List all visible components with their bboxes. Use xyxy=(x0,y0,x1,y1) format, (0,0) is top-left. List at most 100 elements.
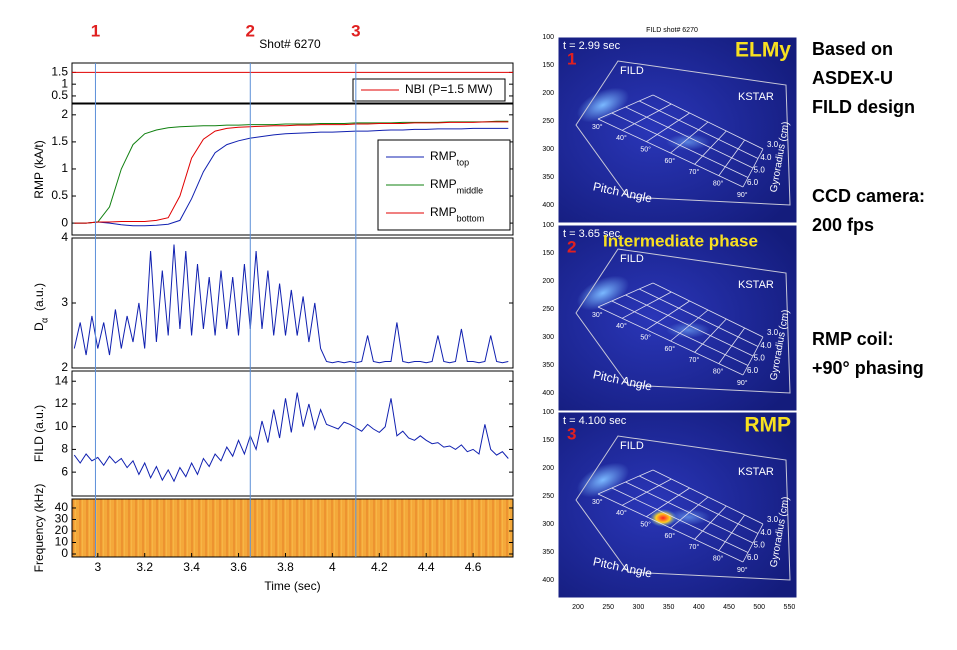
fild-frame: 30° 40° 50° 60° 70° 80° 90° 3.0 4.0 5.0 6.0 FILD KST… xyxy=(557,411,798,599)
angle-label: 40° xyxy=(616,509,627,517)
fild-frame: 30° 40° 50° 60° 70° 80° 90° 3.0 4.0 5.0 6.0 FILD KST… xyxy=(557,36,798,224)
image-x-tick: 500 xyxy=(753,604,765,611)
mesh-line xyxy=(611,112,749,178)
detector-outline xyxy=(575,435,791,581)
y-tick-label: 1 xyxy=(61,76,68,90)
image-y-tick: 300 xyxy=(542,146,554,153)
image-x-tick: 450 xyxy=(723,604,735,611)
note-line: FILD design xyxy=(812,97,915,117)
note-line: ASDEX-U xyxy=(812,68,893,88)
panel-frame xyxy=(71,370,514,497)
angle-label: 60° xyxy=(665,345,676,353)
kstar-label: KSTAR xyxy=(738,91,774,103)
mesh-line xyxy=(625,294,754,357)
spectrogram xyxy=(72,499,513,557)
radius-label: 4.0 xyxy=(760,528,772,537)
angle-label: 90° xyxy=(737,191,748,199)
glow xyxy=(576,87,630,123)
glow xyxy=(666,134,710,150)
angle-label: 80° xyxy=(713,180,724,188)
angle-label: 40° xyxy=(616,322,627,330)
legend-label-sub: top xyxy=(457,157,470,167)
mesh-line xyxy=(652,282,764,338)
y-axis-label: RMP (kA/t) xyxy=(32,140,46,198)
y-tick-label: 12 xyxy=(55,396,69,410)
legend-label: NBI (P=1.5 MW) xyxy=(405,82,493,96)
panel-frame xyxy=(71,498,514,558)
y-tick-label: 2 xyxy=(61,360,68,374)
angle-label: 50° xyxy=(640,146,651,154)
image-y-tick: 200 xyxy=(542,278,554,285)
angle-label: 90° xyxy=(737,566,748,574)
radius-label: 3.0 xyxy=(767,328,779,337)
mesh-line xyxy=(611,487,749,553)
image-y-tick: 100 xyxy=(542,34,554,41)
y-tick-label: 40 xyxy=(55,500,69,514)
x-tick-label: 4.2 xyxy=(371,560,388,574)
x-tick-label: 3.6 xyxy=(230,560,247,574)
y-tick-label: 20 xyxy=(55,523,69,537)
y-tick-label: 1.5 xyxy=(51,65,68,79)
radius-label: 6.0 xyxy=(747,178,759,187)
angle-label: 60° xyxy=(665,532,676,540)
radius-label: 6.0 xyxy=(747,553,759,562)
frame-label: ELMy xyxy=(735,39,791,62)
angle-label: 30° xyxy=(592,498,603,506)
x-axis-label: Time (sec) xyxy=(264,579,320,593)
hot-spot xyxy=(649,509,677,527)
legend-label-sub: bottom xyxy=(457,213,485,223)
fild-frame: 30° 40° 50° 60° 70° 80° 90° 3.0 4.0 5.0 6.0 FILD KST… xyxy=(557,224,798,412)
note-line: 200 fps xyxy=(812,215,874,235)
x-tick-label: 4.6 xyxy=(465,560,482,574)
image-y-tick: 100 xyxy=(542,222,554,229)
image-y-tick: 150 xyxy=(542,437,554,444)
mesh-line xyxy=(652,469,764,525)
legend-label: RMP xyxy=(430,205,457,219)
series-line xyxy=(73,244,509,364)
y-tick-label: 1 xyxy=(61,161,68,175)
angle-label: 60° xyxy=(665,157,676,165)
y-axis-label-unit: (a.u.) xyxy=(32,283,46,311)
image-y-tick: 400 xyxy=(542,577,554,584)
radius-label: 6.0 xyxy=(747,366,759,375)
image-x-tick: 550 xyxy=(784,604,796,611)
frame-time: t = 2.99 sec xyxy=(563,40,621,52)
x-tick-label: 3.8 xyxy=(277,560,294,574)
image-y-tick: 300 xyxy=(542,334,554,341)
time-marker-label: 3 xyxy=(351,21,360,40)
x-tick-label: 3.2 xyxy=(136,560,153,574)
x-tick-label: 4.4 xyxy=(418,560,435,574)
angle-label: 80° xyxy=(713,555,724,563)
radius-label: 4.0 xyxy=(760,341,772,350)
image-x-tick: 400 xyxy=(693,604,705,611)
mesh-line xyxy=(597,493,744,563)
y-tick-label: 30 xyxy=(55,512,69,526)
frame-label: Intermediate phase xyxy=(603,231,758,250)
glow xyxy=(666,322,710,338)
frame-number: 1 xyxy=(567,49,576,68)
y-tick-label: 10 xyxy=(55,419,69,433)
mesh-line xyxy=(611,300,749,366)
mesh-line xyxy=(639,475,759,534)
radius-label: 4.0 xyxy=(760,153,772,162)
legend-label: RMP xyxy=(430,149,457,163)
fild-label: FILD xyxy=(620,65,644,77)
kstar-label: KSTAR xyxy=(738,466,774,478)
angle-label: 50° xyxy=(640,521,651,529)
angle-label: 70° xyxy=(689,543,700,551)
angle-label: 80° xyxy=(713,368,724,376)
note-line: Based on xyxy=(812,39,893,59)
frame-bg xyxy=(557,36,798,224)
y-tick-label: 14 xyxy=(55,373,69,387)
glow xyxy=(666,509,710,525)
x-tick-label: 3 xyxy=(94,560,101,574)
mesh-line xyxy=(639,288,759,347)
radius-label: 5.0 xyxy=(754,353,766,362)
frame-time: t = 3.65 sec xyxy=(563,228,621,240)
note-line: CCD camera: xyxy=(812,186,925,206)
image-y-tick: 150 xyxy=(542,250,554,257)
frame-number: 2 xyxy=(567,237,576,256)
radius-label: 5.0 xyxy=(754,540,766,549)
image-y-tick: 350 xyxy=(542,362,554,369)
mesh-line xyxy=(625,481,754,544)
